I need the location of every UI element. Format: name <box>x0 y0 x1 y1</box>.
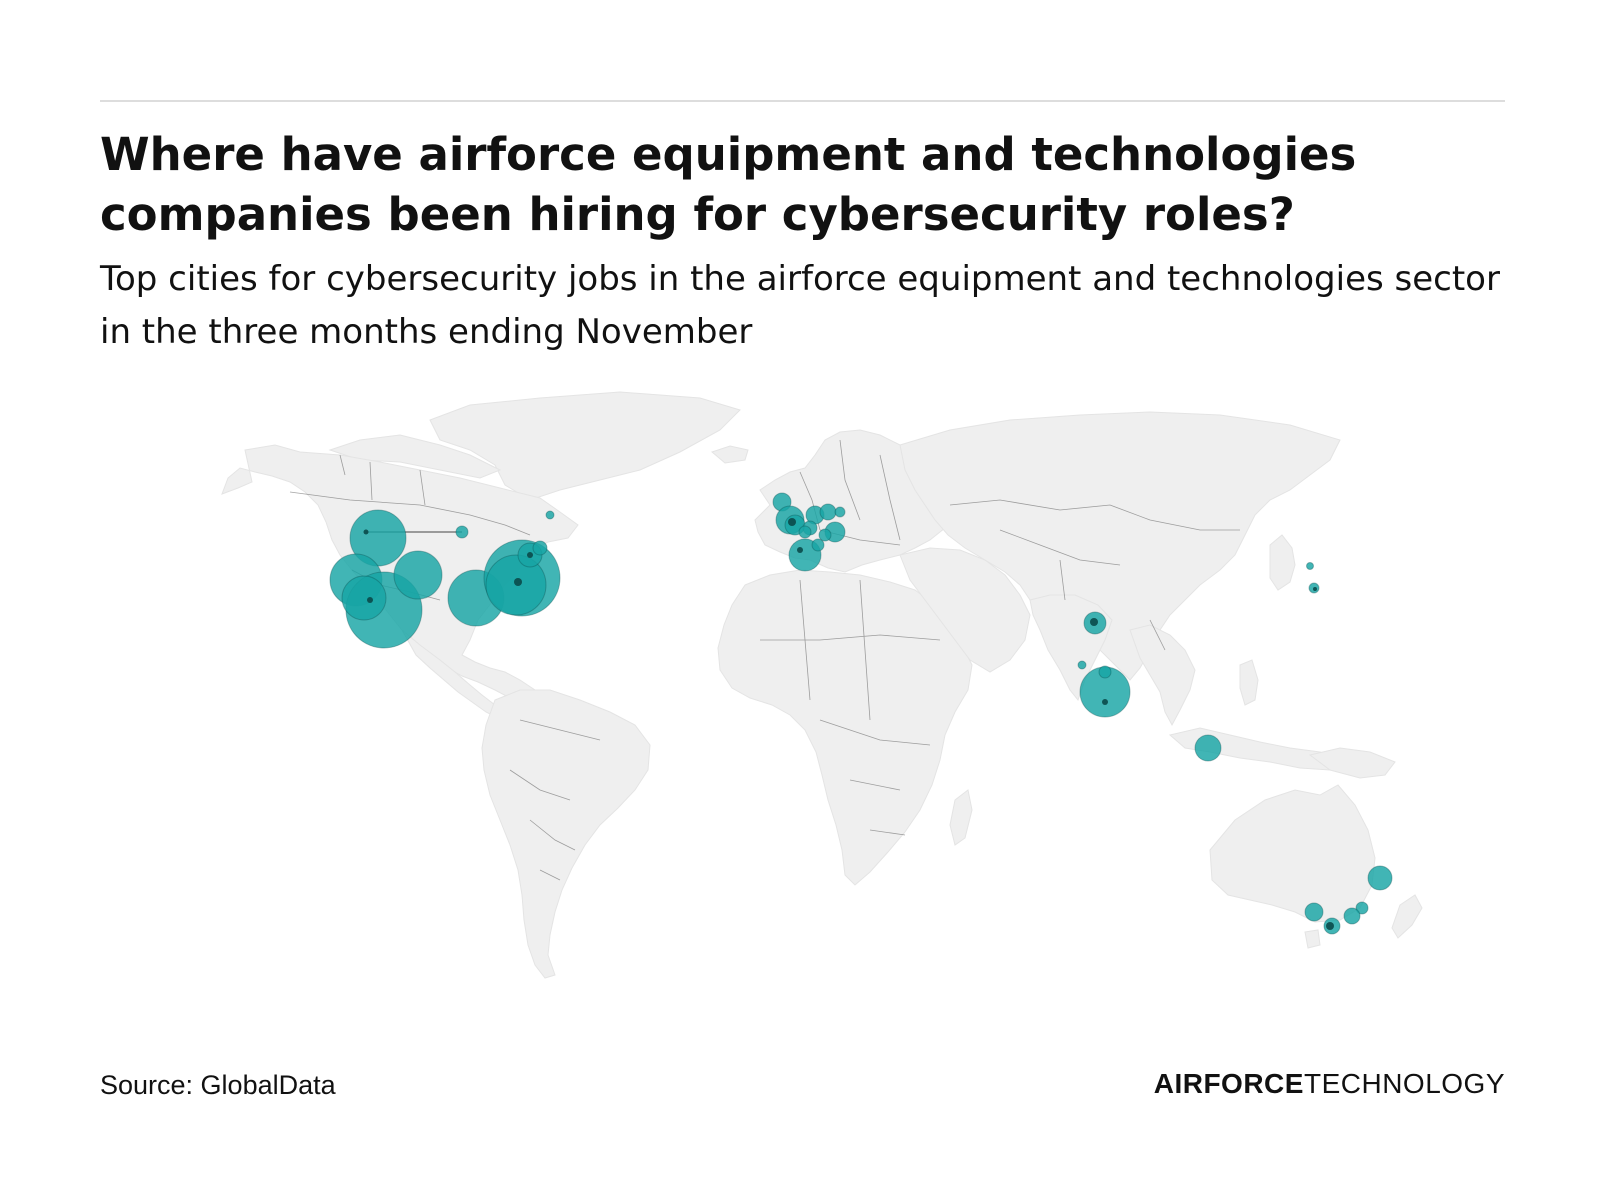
land-iceland <box>710 445 749 464</box>
dot-madrid <box>797 547 803 553</box>
bubble-seattle <box>349 509 407 567</box>
dot-tokyo <box>1313 587 1317 591</box>
dot-seattle <box>363 529 369 535</box>
chart-subtitle: Top cities for cybersecurity jobs in the… <box>100 259 1500 352</box>
dot-london <box>788 518 796 526</box>
land-philippines <box>1239 659 1259 706</box>
dot-northeast <box>527 552 533 558</box>
bubble-bangalore <box>1098 665 1112 679</box>
brand-logo: AIRFORCETECHNOLOGY <box>1154 1068 1505 1100</box>
dot-hyderabad <box>1102 699 1108 705</box>
bubble-adelaide <box>1304 902 1324 922</box>
land-africa <box>717 569 973 886</box>
border-south-america <box>509 719 601 881</box>
bubble-rome <box>811 538 825 552</box>
bubble-mumbai <box>1077 660 1087 670</box>
border-us-canada <box>289 491 531 536</box>
world-map-svg <box>221 391 1423 979</box>
bubble-germany <box>819 503 837 521</box>
land-new-zealand <box>1391 894 1423 939</box>
world-map <box>0 380 1600 1020</box>
land-new-guinea <box>1308 747 1396 779</box>
bubble-boston <box>532 540 548 556</box>
border-europe <box>799 439 901 546</box>
source-note: Source: GlobalData <box>100 1070 336 1100</box>
bubble-singapore <box>1194 734 1222 762</box>
dot-delhi <box>1090 618 1098 626</box>
land-greenland <box>429 391 741 501</box>
land-southeast-asia <box>1129 624 1196 727</box>
land-layer <box>221 391 1423 979</box>
bubble-southern-california <box>341 575 387 621</box>
bubble-japan-north <box>1306 562 1314 570</box>
bubble-denmark <box>834 506 846 518</box>
land-south-america <box>481 689 651 979</box>
land-canadian-arctic <box>328 434 502 479</box>
bubble-sydney <box>1355 901 1369 915</box>
dot-washington-dc <box>514 578 522 586</box>
bubble-brisbane <box>1367 865 1393 891</box>
land-madagascar <box>949 789 973 846</box>
land-australia <box>1209 784 1376 923</box>
land-middle-east <box>899 547 1031 673</box>
dark-center-dots <box>363 518 1334 930</box>
bubble-colorado <box>393 550 443 600</box>
dot-canberra <box>1326 922 1334 930</box>
bubble-montreal <box>545 510 555 520</box>
brand-regular: TECHNOLOGY <box>1303 1068 1505 1099</box>
land-japan <box>1269 534 1296 591</box>
bubble-canberra <box>1343 907 1361 925</box>
bubble-ottawa <box>455 525 469 539</box>
border-canada-provinces <box>339 454 426 506</box>
border-africa <box>760 579 941 836</box>
top-divider <box>100 100 1505 102</box>
dot-los-angeles <box>367 597 373 603</box>
border-asia <box>949 499 1240 651</box>
bubble-paris <box>798 525 812 539</box>
chart-title: Where have airforce equipment and techno… <box>100 128 1357 241</box>
bubble-switzerland <box>818 528 832 542</box>
bubble-layer <box>329 492 1393 935</box>
land-tasmania <box>1304 929 1321 949</box>
brand-bold: AIRFORCE <box>1153 1068 1304 1099</box>
